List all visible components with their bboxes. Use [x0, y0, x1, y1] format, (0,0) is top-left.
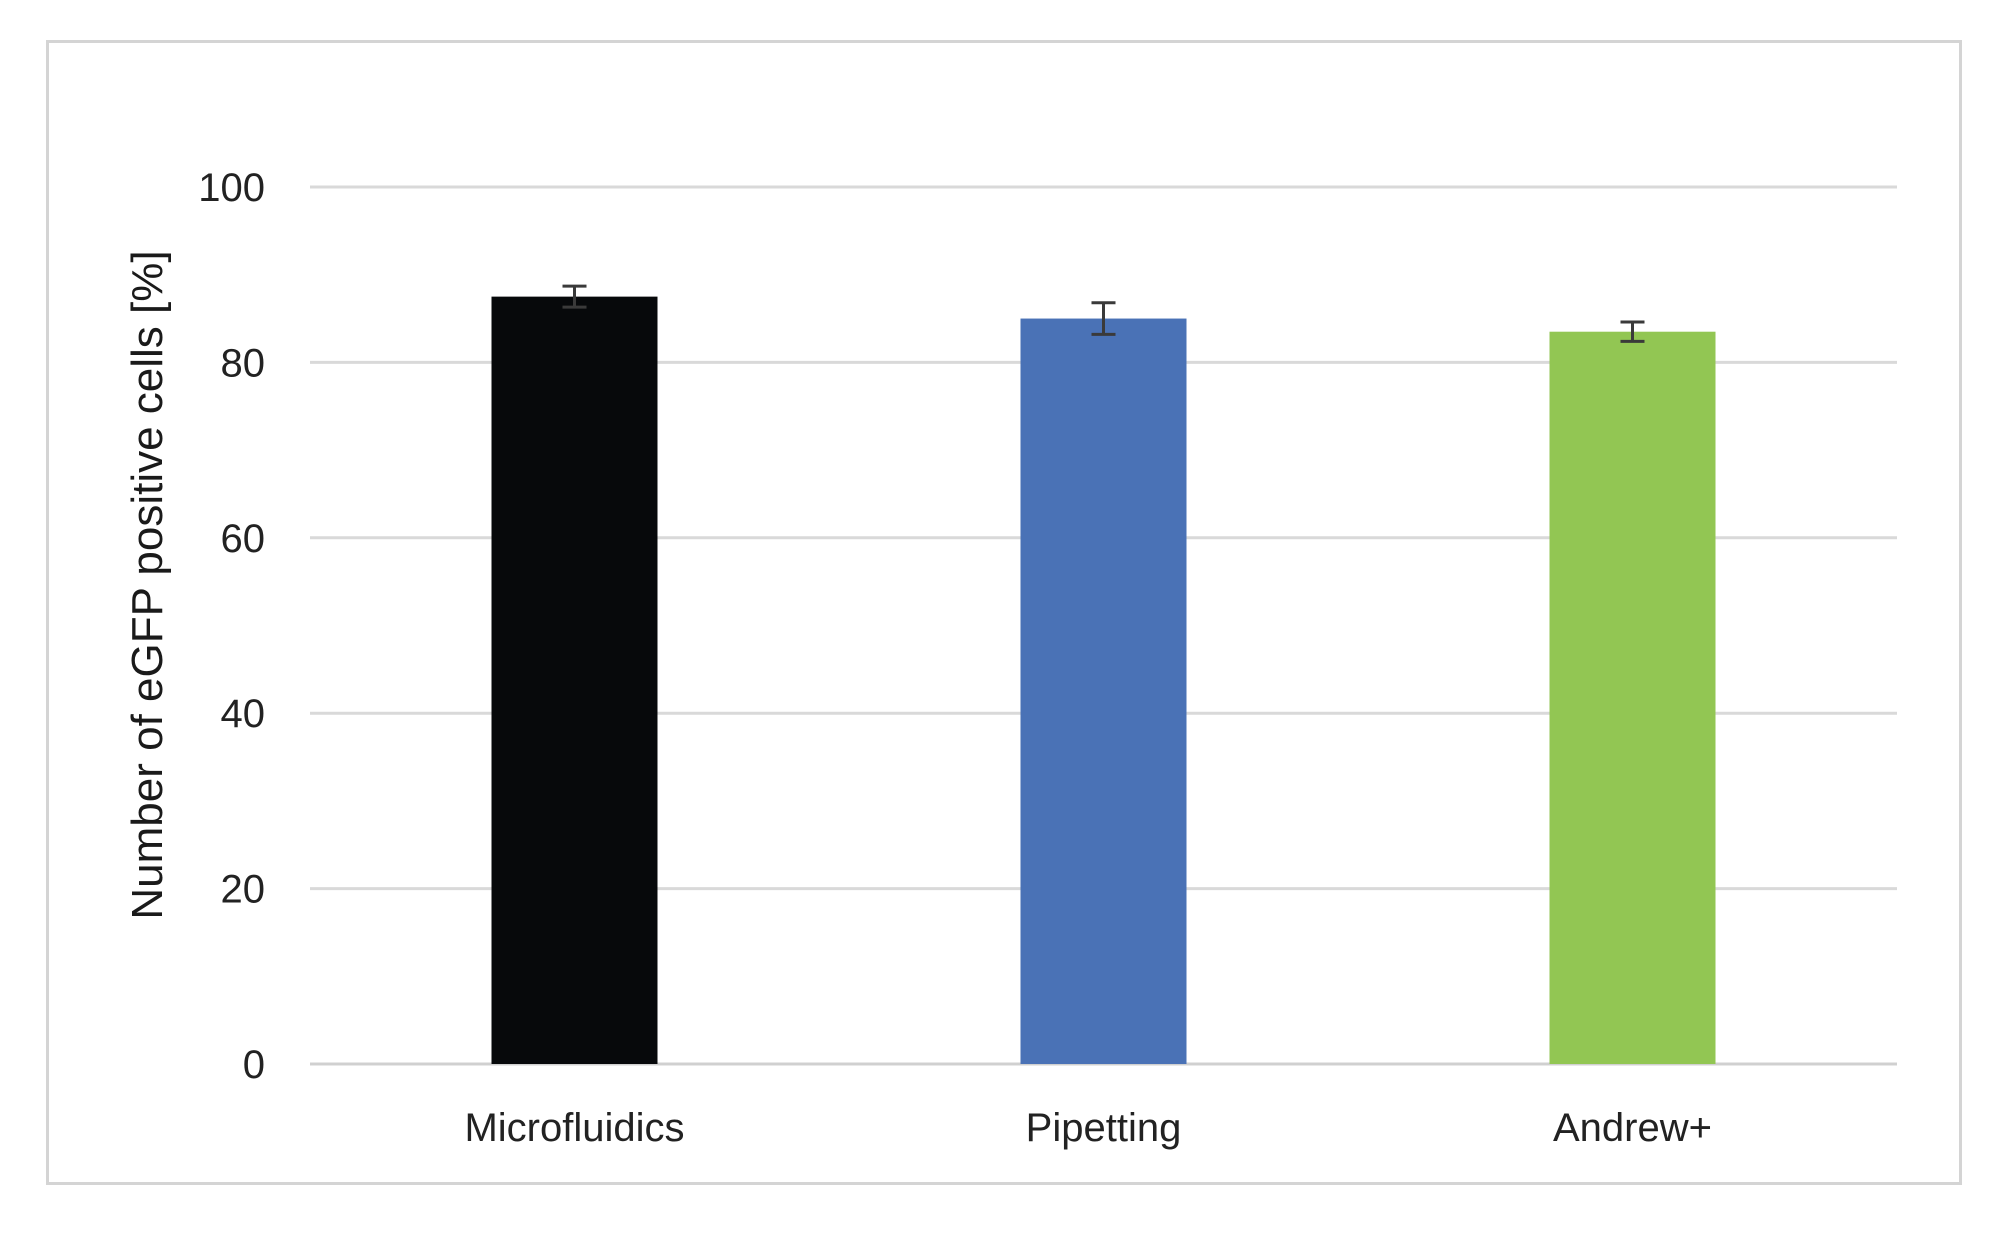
x-tick-label-pipetting: Pipetting: [1026, 1106, 1182, 1150]
x-tick-label-andrew: Andrew+: [1553, 1106, 1712, 1150]
x-tick-label-microfluidics: Microfluidics: [464, 1106, 684, 1150]
y-tick-label-60: 60: [221, 517, 266, 561]
error-bars: [562, 284, 1645, 343]
y-tick-label-40: 40: [221, 692, 266, 736]
y-axis-ticks: 0 20 40 60 80 100: [198, 166, 265, 1087]
bar-andrew: [1549, 331, 1716, 1065]
x-axis-ticks: Microfluidics Pipetting Andrew+: [464, 1106, 1712, 1150]
y-tick-label-20: 20: [221, 868, 266, 912]
y-tick-label-100: 100: [198, 166, 265, 210]
y-tick-label-80: 80: [221, 341, 266, 385]
bar-pipetting: [1020, 318, 1187, 1064]
bar-microfluidics: [491, 296, 658, 1064]
y-axis-title: Number of eGFP positive cells [%]: [123, 250, 172, 919]
bars: [491, 296, 1716, 1065]
y-tick-label-0: 0: [243, 1043, 265, 1087]
